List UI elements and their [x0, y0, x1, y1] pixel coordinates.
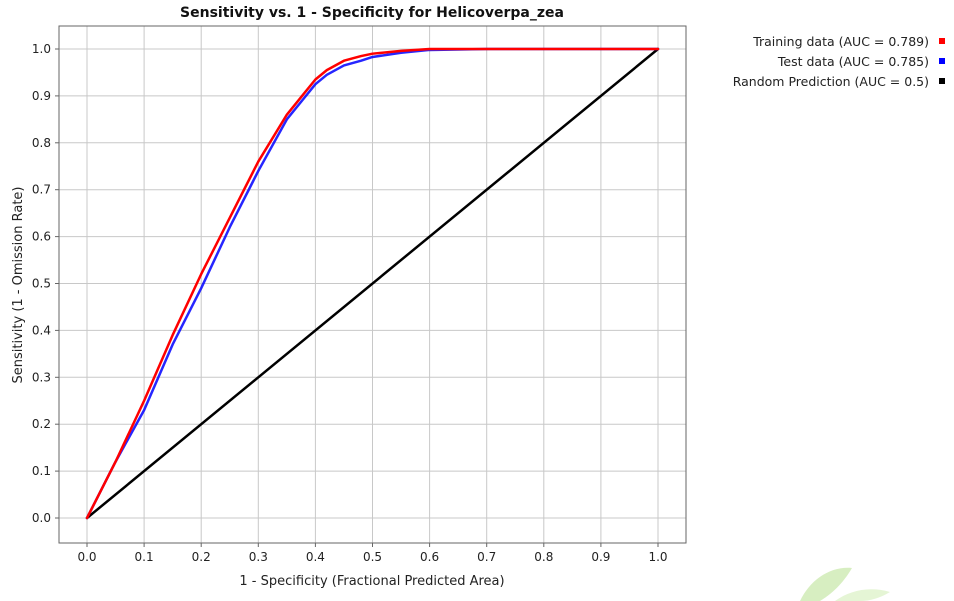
- y-tick-label: 0.9: [32, 89, 51, 103]
- x-tick-label: 0.4: [306, 550, 325, 564]
- x-axis-label: 1 - Specificity (Fractional Predicted Ar…: [239, 574, 504, 589]
- x-tick-label: 0.0: [77, 550, 96, 564]
- y-tick-label: 0.6: [32, 230, 51, 244]
- legend-test-data-label: Test data (AUC = 0.785): [777, 54, 929, 69]
- y-tick-label: 0.2: [32, 417, 51, 431]
- x-tick-label: 0.5: [363, 550, 382, 564]
- legend-training-data-label: Training data (AUC = 0.789): [752, 34, 929, 49]
- random-prediction-line: [85, 47, 660, 520]
- x-tick-label: 0.8: [534, 550, 553, 564]
- x-tick-label: 1.0: [648, 550, 667, 564]
- series-lines: [85, 47, 660, 520]
- watermark-leaf-icon: [800, 567, 890, 601]
- x-tick-label: 0.2: [192, 550, 211, 564]
- y-tick-label: 0.8: [32, 136, 51, 150]
- y-tick-label: 0.7: [32, 183, 51, 197]
- legend-test-data-swatch: [939, 58, 945, 64]
- legend-training-data-swatch: [939, 38, 945, 44]
- x-tick-label: 0.6: [420, 550, 439, 564]
- y-tick-label: 1.0: [32, 42, 51, 56]
- y-tick-label: 0.0: [32, 511, 51, 525]
- legend-random-prediction-label: Random Prediction (AUC = 0.5): [733, 74, 929, 89]
- x-tick-label: 0.1: [135, 550, 154, 564]
- y-tick-label: 0.4: [32, 323, 51, 337]
- training-data-line: [85, 47, 660, 520]
- y-tick-label: 0.5: [32, 277, 51, 291]
- gridlines: [59, 26, 686, 543]
- y-tick-label: 0.3: [32, 370, 51, 384]
- x-tick-label: 0.3: [249, 550, 268, 564]
- legend: Training data (AUC = 0.789) Test data (AU…: [733, 34, 945, 89]
- legend-random-prediction-swatch: [939, 78, 945, 84]
- y-axis-label: Sensitivity (1 - Omission Rate): [11, 187, 26, 384]
- axis-ticks: 0.0 0.1 0.2 0.3 0.4 0.5 0.6 0.7 0.8 0.9 1.0 0.0 0.1 0…: [32, 42, 668, 564]
- x-tick-label: 0.9: [591, 550, 610, 564]
- x-tick-label: 0.7: [477, 550, 496, 564]
- chart-title: Sensitivity vs. 1 - Specificity for Heli…: [180, 5, 564, 21]
- y-tick-label: 0.1: [32, 464, 51, 478]
